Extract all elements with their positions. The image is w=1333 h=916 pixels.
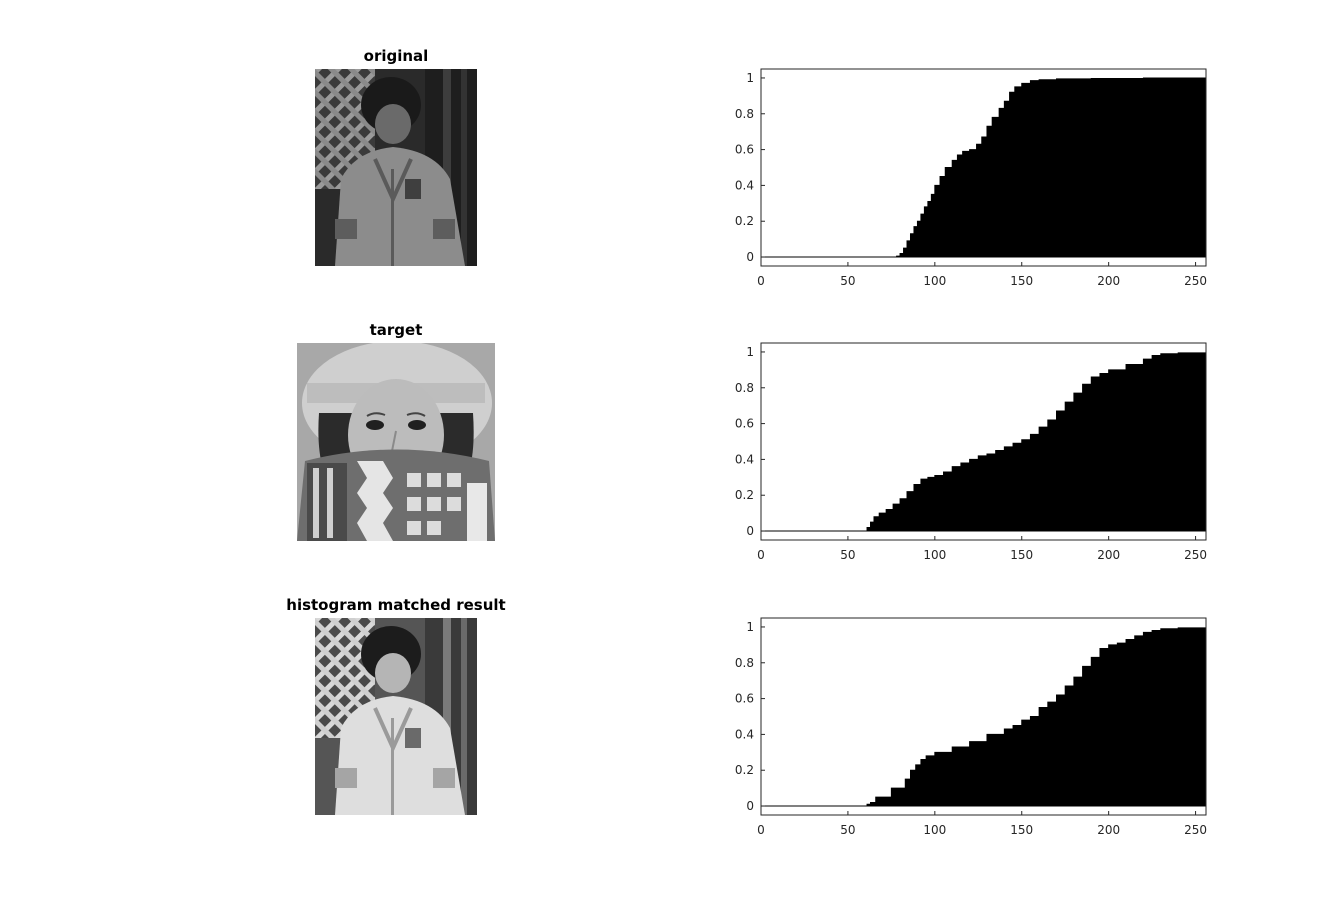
x-tick-label: 250 [1184, 548, 1207, 562]
x-tick-label: 50 [840, 274, 855, 288]
x-tick-label: 200 [1097, 274, 1120, 288]
y-tick-label: 1 [746, 71, 754, 85]
x-tick-label: 0 [757, 823, 765, 837]
y-tick-label: 0.8 [735, 381, 754, 395]
x-tick-label: 50 [840, 823, 855, 837]
original-title: original [363, 47, 429, 65]
y-tick-label: 0 [746, 524, 754, 538]
x-tick-label: 50 [840, 548, 855, 562]
y-tick-label: 0.2 [735, 763, 754, 777]
x-tick-label: 100 [923, 823, 946, 837]
matched-result-image [315, 618, 477, 815]
axes-box-2 [760, 342, 1207, 541]
y-tick-label: 0.2 [735, 488, 754, 502]
x-tick-label: 100 [923, 274, 946, 288]
y-tick-label: 0.4 [735, 178, 754, 192]
x-tick-label: 0 [757, 548, 765, 562]
x-tick-label: 0 [757, 274, 765, 288]
y-tick-label: 0 [746, 250, 754, 264]
x-tick-label: 150 [1010, 274, 1033, 288]
x-tick-label: 250 [1184, 274, 1207, 288]
y-tick-label: 0.2 [735, 214, 754, 228]
cdf-area-3 [761, 626, 1207, 807]
x-tick-label: 200 [1097, 823, 1120, 837]
x-tick-label: 150 [1010, 823, 1033, 837]
y-tick-label: 1 [746, 620, 754, 634]
y-tick-label: 0.6 [735, 143, 754, 157]
target-image [297, 343, 495, 541]
y-tick-label: 0.4 [735, 452, 754, 466]
x-tick-label: 150 [1010, 548, 1033, 562]
matched-result-title: histogram matched result [286, 596, 506, 614]
cdf-area-2 [761, 351, 1207, 532]
original-image [315, 69, 477, 266]
axes-box-1 [760, 68, 1207, 267]
x-tick-label: 100 [923, 548, 946, 562]
cdf-area-1 [761, 77, 1207, 258]
y-tick-label: 0 [746, 799, 754, 813]
y-tick-label: 0.8 [735, 656, 754, 670]
x-tick-label: 250 [1184, 823, 1207, 837]
y-tick-label: 0.4 [735, 727, 754, 741]
y-tick-label: 0.8 [735, 107, 754, 121]
y-tick-label: 1 [746, 345, 754, 359]
target-title: target [369, 321, 423, 339]
x-tick-label: 200 [1097, 548, 1120, 562]
axes-box-3 [760, 617, 1207, 816]
y-tick-label: 0.6 [735, 417, 754, 431]
y-tick-label: 0.6 [735, 692, 754, 706]
